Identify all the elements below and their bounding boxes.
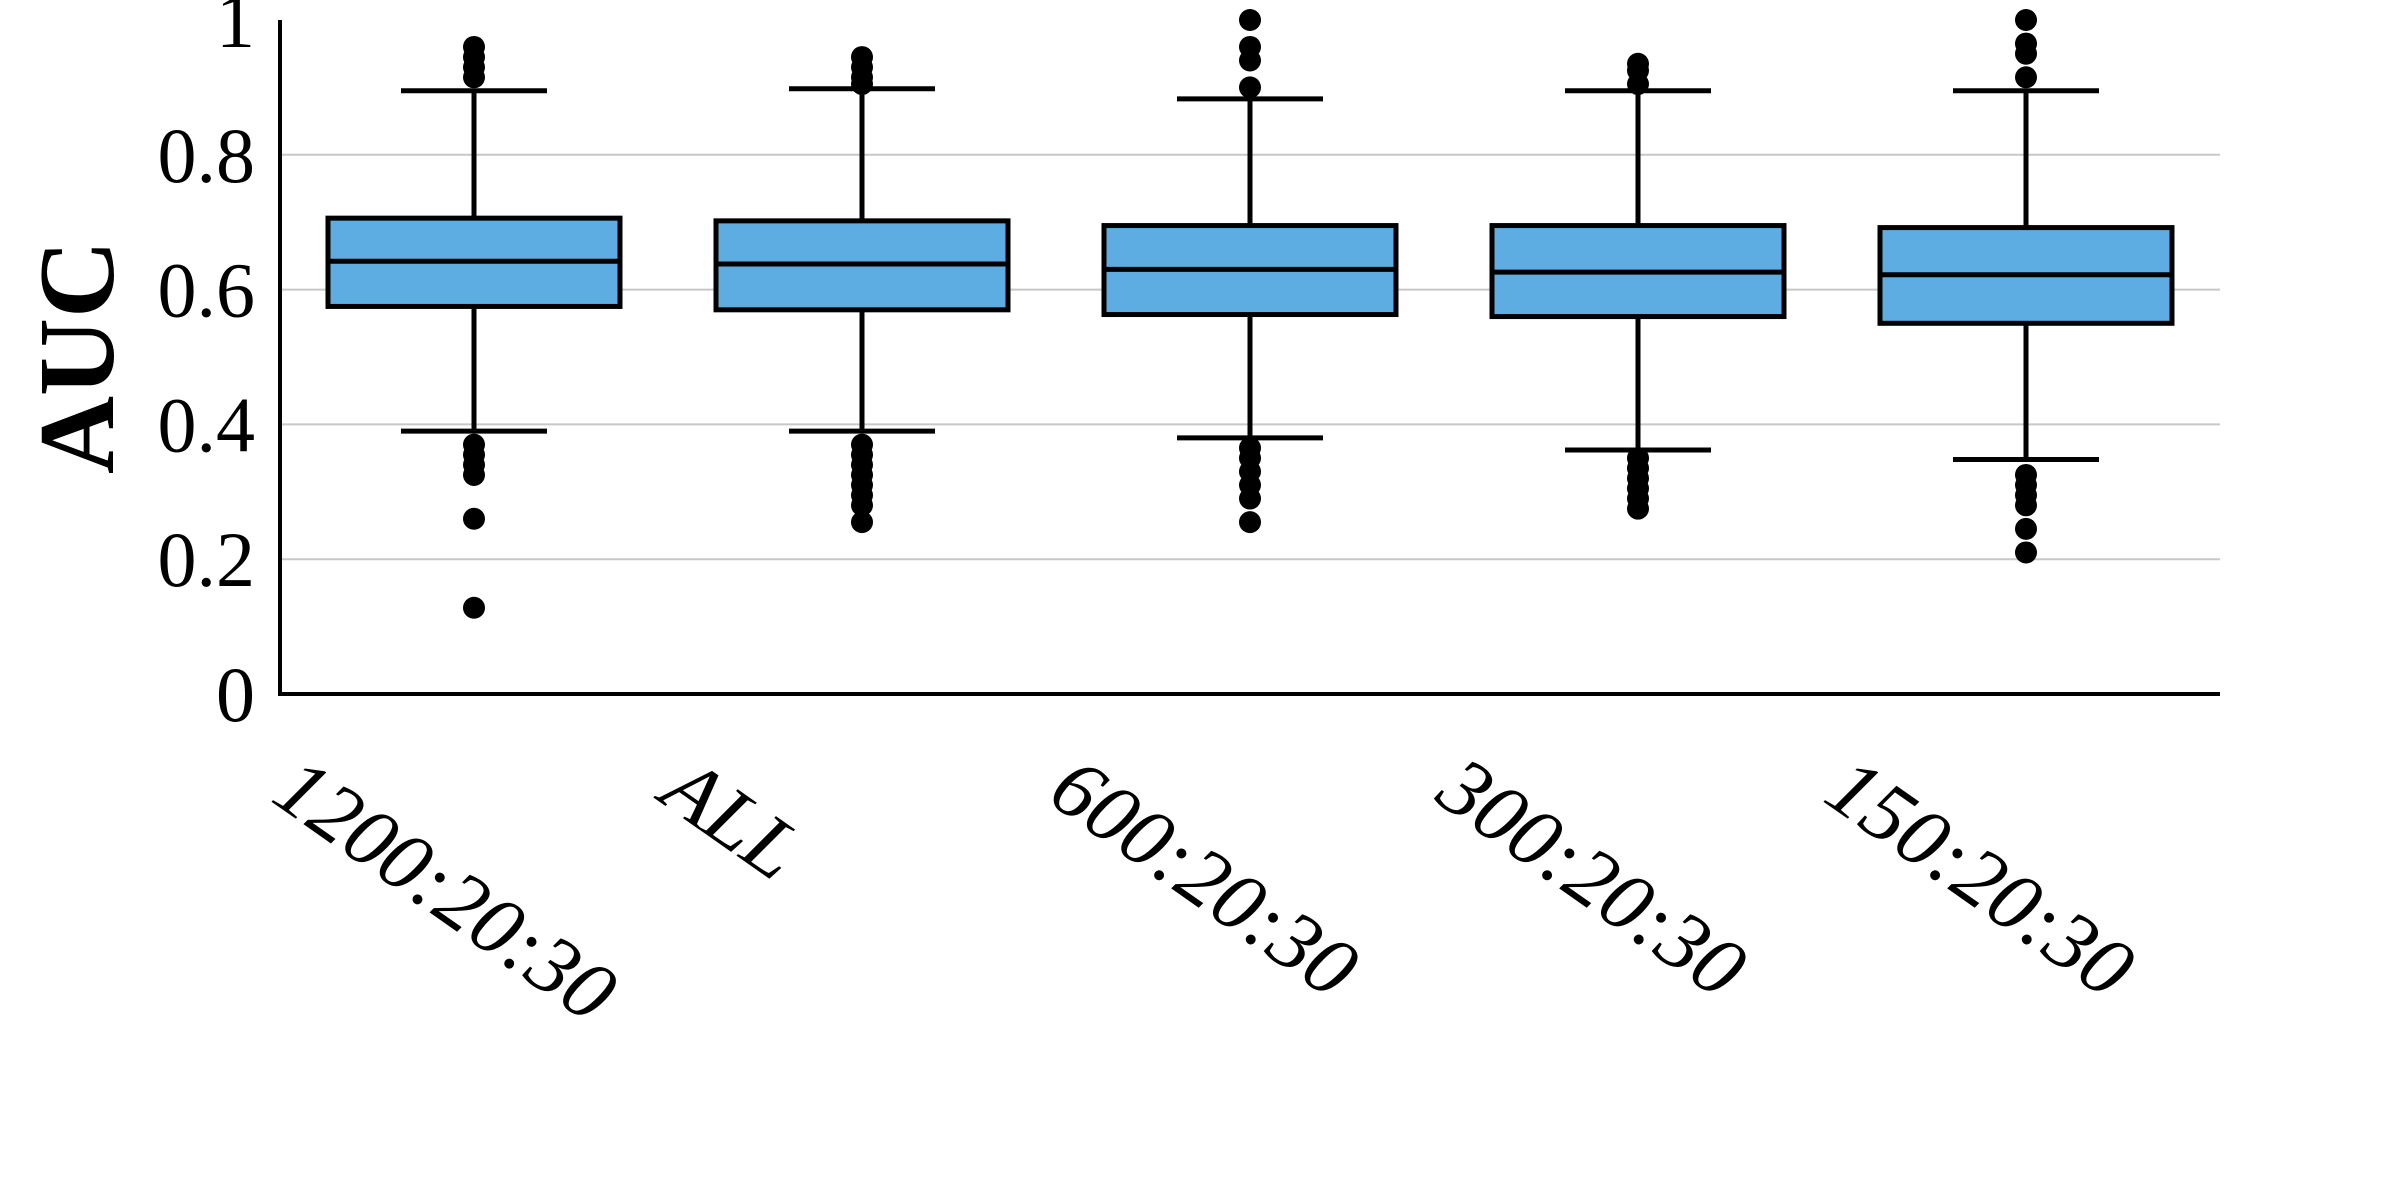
outlier-point	[1239, 487, 1261, 510]
box-group	[1101, 9, 1399, 534]
box-group	[1489, 52, 1787, 520]
axes	[278, 20, 2220, 696]
x-tick-label: 150:20:30	[1810, 739, 2150, 1016]
outlier-point	[1239, 49, 1261, 72]
y-tick-label: 0.2	[158, 516, 256, 603]
outlier-point	[463, 66, 485, 89]
x-tick-label: 1200:20:30	[258, 739, 632, 1040]
y-tick-label: 0	[216, 651, 255, 738]
outlier-point	[2015, 42, 2037, 65]
y-tick-label: 0.8	[158, 112, 256, 199]
outlier-point	[2015, 494, 2037, 517]
y-tick-label: 1	[216, 0, 255, 64]
boxes	[325, 9, 2175, 619]
outlier-point	[463, 596, 485, 619]
y-tick-labels: 0 0.2 0.4 0.6 0.8 1	[158, 0, 256, 738]
outlier-point	[851, 73, 873, 96]
outlier-point	[1239, 9, 1261, 31]
x-tick-label: 600:20:30	[1034, 739, 1374, 1016]
outlier-point	[1627, 73, 1649, 96]
box-group	[325, 35, 623, 619]
outlier-point	[463, 463, 485, 486]
y-axis-title: AUC	[18, 240, 137, 474]
outlier-point	[2015, 541, 2037, 564]
outlier-point	[851, 494, 873, 517]
x-tick-label: 300:20:30	[1421, 739, 1762, 1016]
outlier-point	[1239, 76, 1261, 99]
outlier-point	[463, 507, 485, 530]
x-tick-label: ALL	[642, 737, 818, 899]
outlier-point	[1239, 511, 1261, 534]
y-tick-label: 0.4	[158, 381, 256, 468]
outlier-point	[851, 511, 873, 534]
outlier-point	[2015, 9, 2037, 31]
y-tick-label: 0.6	[158, 247, 256, 334]
outlier-point	[2015, 66, 2037, 89]
box-group	[713, 46, 1011, 534]
box-group	[1877, 9, 2175, 564]
outlier-point	[1627, 497, 1649, 520]
x-tick-labels: 1200:20:30 ALL 600:20:30 300:20:30 150:20:30	[258, 737, 2150, 1041]
outlier-point	[2015, 517, 2037, 540]
